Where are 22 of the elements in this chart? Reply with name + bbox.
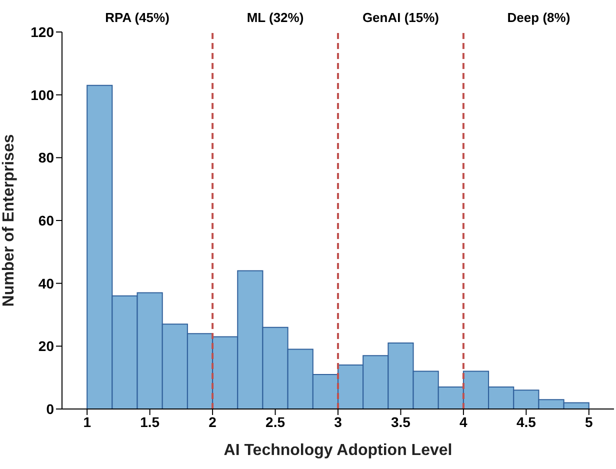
x-tick-label: 2.5 [266, 414, 286, 430]
x-tick-label: 3.5 [390, 414, 411, 430]
y-tick-label: 20 [38, 338, 54, 354]
x-tick-label: 4 [460, 414, 468, 430]
y-axis-title: Number of Enterprises [0, 134, 18, 307]
text: RPA (45%) [105, 10, 170, 25]
x-tick-label: 1 [83, 414, 92, 430]
text: Deep (8%) [507, 10, 570, 25]
y-tick-label: 60 [38, 212, 54, 228]
y-tick-label: 100 [30, 86, 54, 103]
y-tick-label: 120 [30, 24, 54, 40]
x-tick-label: 3 [334, 414, 342, 430]
text: GenAI (15%) [362, 10, 440, 25]
x-axis-title: AI Technology Adoption Level [224, 442, 452, 459]
x-tick-label: 1.5 [140, 414, 160, 430]
x-tick-label: 4.5 [516, 414, 536, 430]
x-tick-label: 5 [585, 414, 594, 430]
y-tick-label: 80 [38, 150, 54, 166]
y-tick-label: 0 [46, 400, 54, 417]
y-tick-label: 40 [38, 275, 54, 292]
text: ML (32%) [246, 10, 304, 25]
x-tick-label: 2 [208, 414, 217, 430]
